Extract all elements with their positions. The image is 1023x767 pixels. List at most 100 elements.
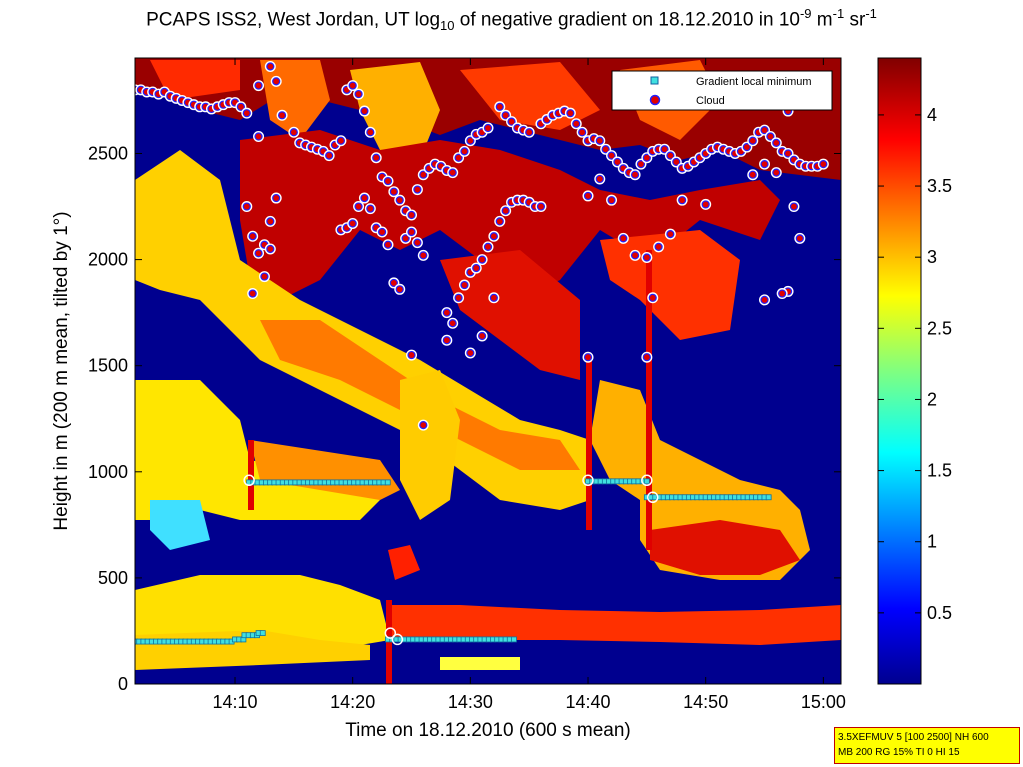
cloud-marker (407, 210, 416, 220)
cloud-marker (254, 132, 263, 141)
cloud-marker (366, 128, 375, 137)
legend-box (611, 70, 833, 111)
chart-title: PCAPS ISS2, West Jordan, UT log10 of neg… (0, 6, 1023, 33)
cloud-marker (748, 170, 757, 179)
highlight-marker (391, 633, 404, 646)
gradient-minimum-marker (511, 636, 517, 643)
cloud-marker (289, 128, 298, 137)
cloud-marker (395, 196, 404, 205)
cloud-marker (495, 102, 504, 111)
cloud-marker (601, 145, 610, 154)
cloud-marker (595, 174, 604, 184)
cloud-marker (666, 230, 675, 239)
heatmap-band (390, 605, 841, 645)
colorbar-tick-label: 1 (927, 532, 937, 552)
x-tick-label: 14:30 (448, 692, 493, 712)
cloud-marker (760, 295, 769, 305)
cloud-marker (383, 176, 393, 186)
cloud-marker (607, 196, 616, 205)
gradient-minimum-marker (643, 478, 650, 485)
gradient-minimum-marker (384, 479, 391, 486)
cloud-marker (401, 234, 410, 243)
title-part: sr (844, 9, 866, 31)
cloud-marker (760, 160, 769, 169)
cloud-marker (454, 153, 463, 162)
cloud-marker (619, 234, 628, 243)
cloud-marker (242, 109, 251, 118)
cloud-marker (325, 151, 334, 160)
x-tick-label: 14:50 (683, 692, 728, 712)
cloud-series (135, 60, 829, 431)
colorbar-tick-label: 0.5 (927, 603, 952, 623)
y-axis: 0 500 1000 1500 2000 2500 (88, 143, 841, 694)
cloud-marker (407, 350, 416, 360)
cloud-marker (454, 293, 463, 302)
cloud-marker (413, 238, 422, 247)
cloud-marker (419, 170, 428, 179)
legend-cloud-marker (649, 94, 661, 106)
cloud-marker (419, 251, 428, 260)
cloud-marker (772, 168, 781, 177)
colorbar-tick-label: 3 (927, 247, 937, 267)
gradient-minimum-series (135, 478, 772, 645)
cloud-marker (354, 202, 363, 211)
cloud-marker (389, 187, 398, 196)
cloud-marker (460, 147, 469, 156)
legend-gradient-marker (650, 76, 659, 85)
cloud-marker (678, 196, 687, 205)
cloud-marker (236, 102, 245, 111)
x-tick-label: 14:20 (330, 692, 375, 712)
cloud-marker (348, 219, 357, 228)
cloud-marker (466, 348, 475, 358)
cloud-marker (277, 111, 287, 120)
cloud-marker (672, 157, 681, 167)
title-part: m (811, 9, 833, 31)
title-part: PCAPS ISS2, West Jordan, UT log (146, 9, 441, 31)
cloud-marker (448, 319, 457, 328)
legend-entry-cloud: Cloud (696, 95, 725, 107)
cloud-marker (272, 77, 281, 86)
x-axis-label: Time on 18.12.2010 (600 s mean) (345, 720, 631, 741)
cloud-marker (460, 280, 469, 290)
cloud-marker (254, 81, 263, 90)
cloud-marker (495, 217, 504, 226)
highlight-marker (582, 474, 594, 487)
stamp-line-1: 3.5XEFMUV 5 [100 2500] NH 600 (838, 732, 989, 743)
cloud-marker (501, 206, 510, 215)
cloud-marker (819, 160, 828, 169)
cloud-marker (248, 232, 257, 241)
cloud-marker (701, 200, 710, 209)
cloud-marker (472, 263, 481, 273)
cloud-marker (483, 123, 493, 133)
cloud-marker (507, 117, 516, 126)
colorbar-tick-label: 1.5 (927, 461, 952, 481)
cloud-marker (466, 136, 475, 145)
cloud-marker (442, 308, 451, 317)
cloud-marker (642, 253, 651, 262)
cloud-marker (389, 278, 398, 288)
y-tick-label: 1000 (88, 462, 128, 482)
legend: Gradient local minimum Cloud (611, 70, 833, 111)
cloud-marker (525, 128, 534, 137)
heatmap-band (400, 370, 460, 520)
cloud-marker (348, 81, 357, 90)
colorbar-ticks: 0.5 1 1.5 2 2.5 3 3.5 4 (878, 105, 952, 623)
cloud-marker (448, 168, 457, 177)
cloud-marker (795, 234, 804, 243)
title-superscript: -1 (865, 6, 877, 21)
cloud-marker (772, 138, 781, 147)
heatmap-band (388, 545, 420, 580)
cloud-marker (366, 204, 375, 213)
cloud-marker (442, 336, 451, 345)
colorbar-tick-label: 4 (927, 105, 937, 125)
legend-entry-gradient: Gradient local minimum (696, 76, 812, 88)
cloud-marker (666, 151, 675, 160)
cloud-marker (407, 227, 416, 237)
x-tick-label: 15:00 (801, 692, 846, 712)
cloud-marker (489, 293, 498, 302)
stamp-line-2: MB 200 RG 15% TI 0 HI 15 (838, 747, 960, 758)
colorbar-tick-label: 2 (927, 389, 937, 409)
info-stamp: 3.5XEFMUV 5 [100 2500] NH 600 MB 200 RG … (834, 727, 1020, 764)
highlight-marker (243, 474, 255, 487)
